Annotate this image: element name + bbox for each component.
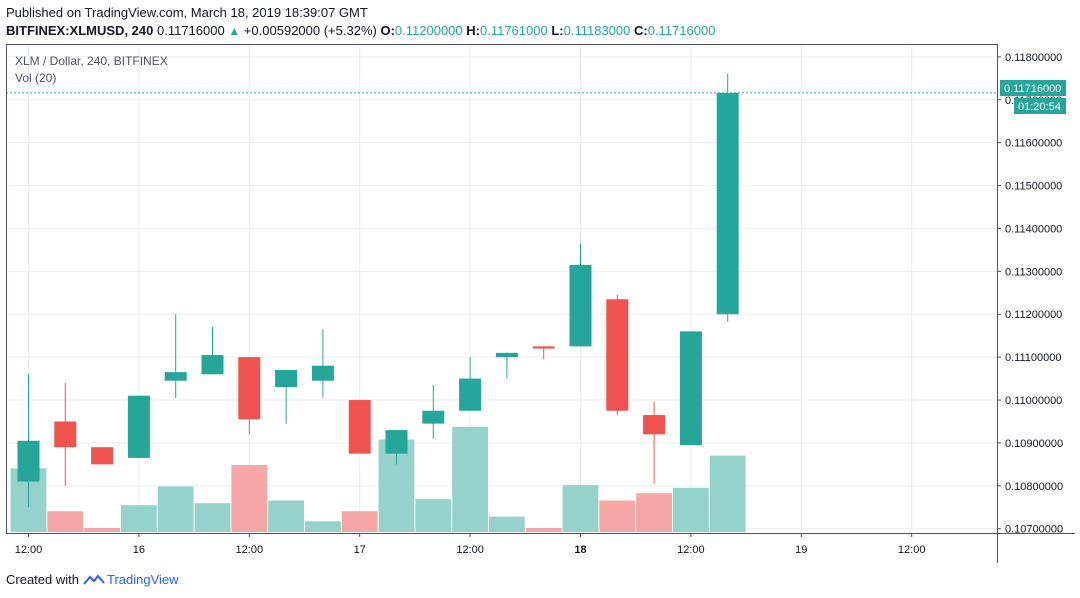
candle-body — [606, 299, 629, 411]
candle-body — [348, 400, 371, 454]
created-with-label: Created with — [6, 572, 79, 587]
close-label: C: — [634, 23, 648, 38]
volume-bar — [194, 503, 231, 532]
x-tick-label: 12:00 — [456, 544, 484, 556]
open-value: 0.11200000 — [394, 23, 463, 38]
chart-border — [6, 44, 998, 534]
volume-bar — [525, 527, 562, 532]
candle-body — [201, 354, 224, 375]
footer: Created with TradingView — [6, 572, 179, 587]
candle-body — [311, 365, 334, 381]
y-tick-label: 0.10700000 — [1005, 524, 1063, 536]
price-change: +0.00592000 (+5.32%) — [243, 23, 377, 38]
y-tick-label: 0.11100000 — [1005, 352, 1061, 364]
candle-body — [495, 352, 518, 358]
candle-body — [422, 410, 445, 424]
x-tick-label: 18 — [574, 544, 586, 556]
chart-title: XLM / Dollar, 240, BITFINEX — [15, 54, 168, 68]
y-tick-label: 0.10900000 — [1005, 438, 1063, 450]
candle-body — [17, 440, 40, 482]
last-price-badge — [1000, 80, 1066, 96]
published-line: Published on TradingView.com, March 18, … — [6, 5, 368, 20]
candles — [17, 73, 739, 508]
candle-body — [54, 421, 77, 448]
candle-body — [91, 447, 114, 465]
candle-body — [643, 415, 666, 435]
y-tick-label: 0.10800000 — [1005, 481, 1063, 493]
volume-bar — [268, 500, 304, 532]
x-tick-label: 12:00 — [15, 544, 43, 556]
volume-bar — [47, 511, 84, 532]
candle-body — [679, 331, 702, 446]
volume-bar — [562, 485, 599, 532]
volume-bar — [489, 516, 525, 532]
y-tick-label: 0.11200000 — [1005, 309, 1062, 321]
y-tick-label: 0.11800000 — [1005, 52, 1062, 64]
y-tick-label: 0.11400000 — [1005, 223, 1062, 235]
up-arrow-icon: ▲ — [228, 24, 241, 38]
volume-bar — [709, 455, 746, 532]
low-label: L: — [551, 23, 564, 38]
countdown-badge — [1014, 98, 1066, 114]
x-tick-label: 16 — [133, 544, 145, 556]
volume-bar — [121, 505, 157, 532]
tradingview-brand-text: TradingView — [106, 572, 179, 587]
candle-body — [164, 372, 187, 381]
volume-bar — [341, 511, 378, 532]
volume-bar — [231, 465, 268, 532]
candle-body — [127, 395, 150, 458]
volume-bar — [599, 500, 636, 532]
symbol-ohlc-line: BITFINEX:XLMUSD, 240 0.11716000 ▲ +0.005… — [6, 23, 715, 38]
candle-body — [569, 264, 592, 347]
high-value: 0.11761000 — [479, 23, 548, 38]
x-tick-label: 12:00 — [236, 544, 264, 556]
candle-body — [716, 92, 739, 315]
y-tick-label: 0.11000000 — [1005, 395, 1062, 407]
volume-legend: Vol (20) — [15, 71, 56, 85]
candle-body — [459, 378, 482, 411]
time-axis[interactable]: 12:00 16 12:00 17 12:00 18 12:00 19 12:00 — [15, 533, 926, 556]
price-axis[interactable]: 0.118000000.117000000.116000000.11500000… — [997, 52, 1063, 536]
grid-lines — [6, 44, 997, 533]
high-label: H: — [466, 23, 480, 38]
y-tick-label: 0.11500000 — [1005, 181, 1062, 193]
y-tick-label: 0.11300000 — [1005, 266, 1062, 278]
x-tick-label: 17 — [354, 544, 366, 556]
volume-bars — [10, 426, 746, 532]
low-value: 0.11183000 — [563, 23, 631, 38]
tradingview-link[interactable]: TradingView — [83, 572, 179, 587]
volume-bar — [452, 426, 488, 532]
volume-bar — [305, 521, 341, 532]
candle-body — [385, 430, 408, 454]
y-tick-label: 0.11600000 — [1005, 138, 1062, 150]
last-price: 0.11716000 — [156, 23, 225, 38]
volume-bar — [84, 527, 120, 532]
price-badges: 0.11716000 01:20:54 — [1000, 80, 1066, 114]
candle-body — [238, 357, 261, 420]
volume-bar — [415, 499, 452, 532]
countdown-label: 01:20:54 — [1018, 101, 1061, 113]
close-value: 0.11716000 — [647, 23, 716, 38]
candle-body — [532, 346, 555, 349]
candle-body — [275, 370, 298, 388]
x-tick-label: 12:00 — [677, 544, 705, 556]
symbol-label: BITFINEX:XLMUSD, 240 — [6, 23, 154, 38]
volume-bar — [157, 486, 194, 532]
volume-bar — [636, 493, 672, 532]
x-tick-label: 12:00 — [898, 544, 926, 556]
x-tick-label: 19 — [795, 544, 807, 556]
last-price-label: 0.11716000 — [1004, 83, 1061, 95]
volume-bar — [673, 487, 709, 532]
open-label: O: — [380, 23, 395, 38]
tradingview-logo-icon — [83, 573, 105, 585]
